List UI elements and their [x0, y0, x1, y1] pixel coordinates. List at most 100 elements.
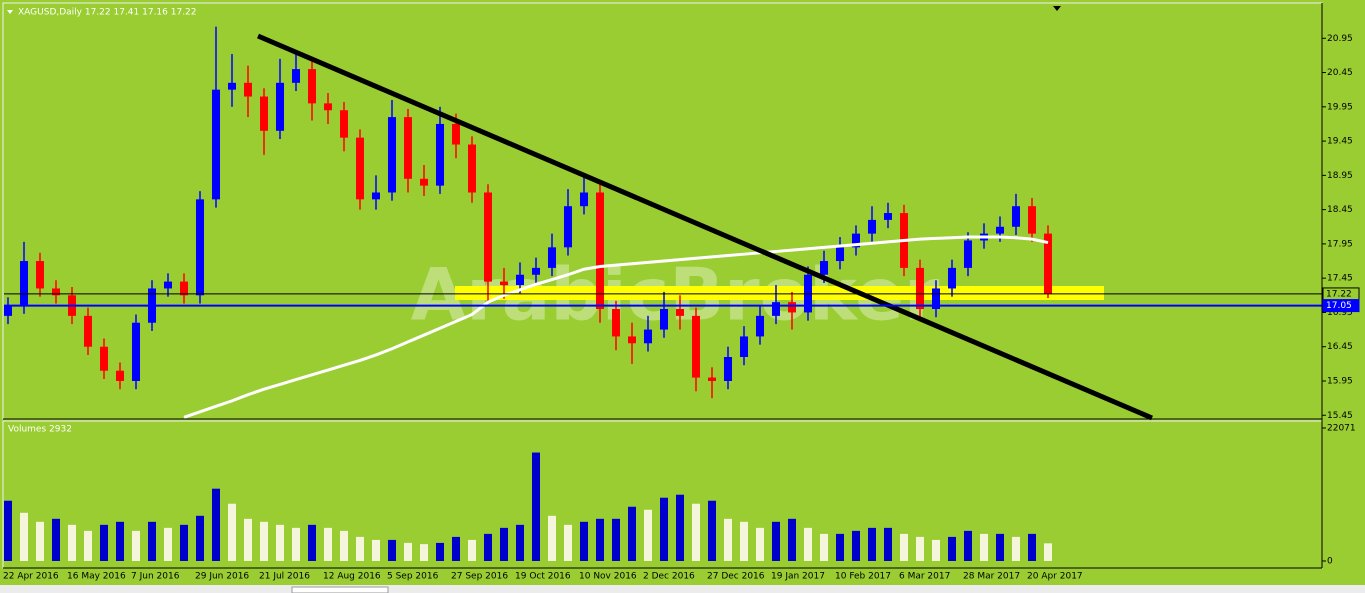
volume-bar	[164, 527, 172, 561]
y-tick-label: 15.45	[1327, 411, 1353, 421]
y-tick-label: 15.95	[1327, 376, 1353, 386]
y-tick-label: 22071	[1327, 424, 1356, 434]
candle-body	[372, 192, 380, 200]
volume-bar	[996, 533, 1004, 561]
candle-body	[196, 199, 204, 296]
candle-body	[868, 219, 876, 234]
candle-body	[356, 137, 364, 200]
y-tick-label: 17.95	[1327, 239, 1353, 249]
candle-body	[1012, 206, 1020, 227]
volume-bar	[756, 527, 764, 561]
candle-body	[452, 123, 460, 145]
volume-bar	[740, 521, 748, 561]
candle-body	[1044, 233, 1052, 294]
volume-bar	[36, 521, 44, 561]
volume-bar	[804, 527, 812, 561]
volume-bar	[20, 512, 28, 561]
volume-bar	[372, 539, 380, 561]
x-tick-label: 22 Apr 2016	[3, 572, 59, 582]
x-tick-label: 16 May 2016	[67, 572, 126, 582]
x-tick-label: 10 Feb 2017	[835, 572, 891, 582]
candle-body	[596, 192, 604, 310]
volume-bar	[436, 542, 444, 561]
y-tick-label: 18.45	[1327, 205, 1353, 215]
volume-bar	[820, 533, 828, 561]
volume-bar	[692, 503, 700, 561]
volume-bar	[948, 536, 956, 561]
x-tick-label: 28 Mar 2017	[963, 572, 1020, 582]
x-tick-label: 7 Jun 2016	[131, 572, 180, 582]
moving-average	[183, 235, 1049, 419]
y-tick-label: 20.45	[1327, 68, 1353, 78]
candle-body	[228, 82, 236, 90]
volume-bar	[228, 503, 236, 561]
candle-body	[180, 281, 188, 296]
y-tick-label: 0	[1327, 557, 1333, 567]
x-tick-label: 5 Sep 2016	[387, 572, 439, 582]
y-tick-label: 16.45	[1327, 342, 1353, 352]
volume-bar	[420, 544, 428, 561]
volume-bar	[932, 539, 940, 561]
candle-body	[52, 288, 60, 296]
y-tick-label: 19.95	[1327, 102, 1353, 112]
candle-body	[532, 267, 540, 275]
support-zone	[455, 286, 1104, 300]
candle-body	[4, 305, 12, 316]
volume-bar	[452, 536, 460, 561]
volume-bar	[1012, 536, 1020, 561]
volume-bar	[916, 536, 924, 561]
volume-bar	[196, 515, 204, 561]
candle-body	[884, 213, 892, 220]
candle-body	[340, 110, 348, 138]
volume-bar	[260, 521, 268, 561]
volume-bar	[404, 542, 412, 561]
volume-bar	[676, 494, 684, 561]
volume-bar	[308, 524, 316, 561]
candle-body	[516, 274, 524, 286]
volume-bar	[356, 536, 364, 561]
x-tick-label: 12 Aug 2016	[323, 572, 381, 582]
candle-body	[580, 192, 588, 207]
candle-body	[1028, 206, 1036, 234]
candle-body	[788, 302, 796, 313]
volume-bar	[388, 539, 396, 561]
candle-body	[388, 117, 396, 193]
candle-body	[468, 144, 476, 193]
collapse-arrow[interactable]	[7, 10, 13, 14]
volume-bar	[4, 500, 12, 561]
candle-body	[308, 69, 316, 104]
candle-body	[756, 315, 764, 337]
candle-body	[660, 309, 668, 330]
volume-bar	[324, 527, 332, 561]
volume-bar	[564, 524, 572, 561]
candle-body	[116, 370, 124, 381]
x-tick-label: 10 Nov 2016	[579, 572, 637, 582]
x-tick-label: 6 Mar 2017	[899, 572, 950, 582]
volume-bar	[52, 518, 60, 561]
candle-body	[36, 261, 44, 289]
trend-line	[257, 33, 1153, 421]
tab[interactable]	[291, 586, 389, 593]
candle-body	[740, 336, 748, 357]
volume-bar	[484, 533, 492, 561]
volume-bar	[1044, 543, 1052, 561]
y-tick-label: 18.95	[1327, 171, 1353, 181]
volume-bar	[884, 527, 892, 561]
candle-body	[276, 82, 284, 131]
shift-marker[interactable]	[1053, 6, 1061, 11]
volume-bar	[644, 509, 652, 561]
volume-bar	[772, 521, 780, 561]
candle-body	[692, 315, 700, 378]
candle-body	[132, 322, 140, 381]
candle-body	[20, 261, 28, 306]
volume-bar	[980, 533, 988, 561]
volume-bar	[516, 524, 524, 561]
candle-body	[244, 82, 252, 97]
volume-bar	[100, 524, 108, 561]
volume-bar	[660, 497, 668, 561]
candle-body	[84, 315, 92, 347]
candle-body	[932, 288, 940, 310]
candle-body	[100, 346, 108, 371]
